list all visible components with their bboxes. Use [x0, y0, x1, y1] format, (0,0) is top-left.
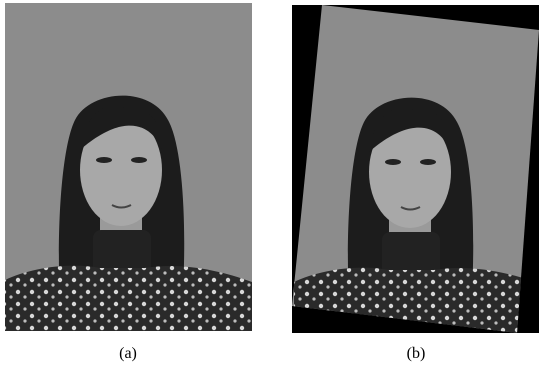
- panel-label: (a): [119, 345, 137, 362]
- photo-b: [290, 0, 544, 340]
- figure: (a) (b): [0, 0, 544, 373]
- photo-a: [5, 3, 252, 331]
- panel-label: (b): [407, 345, 426, 362]
